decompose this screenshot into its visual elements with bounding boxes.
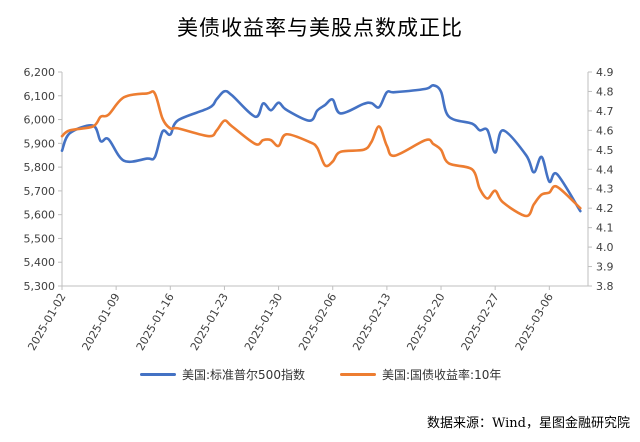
legend-item-sp500: 美国:标准普尔500指数 <box>140 366 305 383</box>
right-tick-label: 4.6 <box>596 124 614 137</box>
legend-label-sp500: 美国:标准普尔500指数 <box>182 368 305 382</box>
series-layer <box>60 83 582 218</box>
left-tick-label: 6,200 <box>24 66 56 79</box>
right-tick-label: 4.0 <box>596 241 614 254</box>
series-line-treasury-10y <box>60 90 582 218</box>
right-tick-label: 4.3 <box>596 183 614 196</box>
x-tick-label: 2025-02-20 <box>404 291 447 353</box>
right-tick-label: 3.8 <box>596 280 614 293</box>
left-tick-label: 5,700 <box>24 185 56 198</box>
left-tick-label: 5,900 <box>24 137 56 150</box>
left-tick-label: 5,500 <box>24 232 56 245</box>
legend-swatch-sp500 <box>140 373 176 376</box>
legend-swatch-treasury-10y <box>340 373 376 376</box>
x-tick-label: 2025-02-06 <box>296 291 339 353</box>
left-tick-label: 6,000 <box>24 114 56 127</box>
x-tick-label: 2025-02-13 <box>350 291 393 353</box>
source-note: 数据来源：Wind，星图金融研究院 <box>427 416 630 431</box>
right-tick-label: 4.1 <box>596 222 614 235</box>
x-tick-label: 2025-02-27 <box>459 291 502 353</box>
right-axis-ticks: 3.8 3.9 4.0 4.1 4.2 4.3 4.4 4.5 4.6 4.7 4.8 4.9 <box>588 66 614 293</box>
chart-title: 美债收益率与美股点数成正比 <box>177 16 463 40</box>
left-tick-label: 5,300 <box>24 280 56 293</box>
axes-layer <box>61 72 589 287</box>
right-tick-label: 4.9 <box>596 66 614 79</box>
right-tick-label: 4.5 <box>596 144 614 157</box>
left-axis-ticks: 5,300 5,400 5,500 5,600 5,700 5,800 5,900 6,000… <box>24 66 62 293</box>
right-tick-label: 4.7 <box>596 105 614 118</box>
right-tick-label: 4.4 <box>596 163 614 176</box>
left-tick-label: 5,800 <box>24 161 56 174</box>
right-tick-label: 3.9 <box>596 261 614 274</box>
left-tick-label: 6,100 <box>24 90 56 103</box>
legend-item-treasury-10y: 美国:国债收益率:10年 <box>340 366 501 383</box>
x-tick-label: 2025-01-23 <box>188 291 231 353</box>
x-tick-label: 2025-01-30 <box>242 291 285 353</box>
x-tick-label: 2025-01-16 <box>134 291 177 353</box>
x-tick-label: 2025-01-02 <box>25 291 68 353</box>
x-tick-label: 2025-03-06 <box>513 291 556 353</box>
series-line-sp500 <box>60 83 582 213</box>
x-tick-label: 2025-01-09 <box>80 291 123 353</box>
right-tick-label: 4.8 <box>596 85 614 98</box>
right-tick-label: 4.2 <box>596 202 614 215</box>
left-tick-label: 5,400 <box>24 256 56 269</box>
left-tick-label: 5,600 <box>24 209 56 222</box>
legend-label-treasury-10y: 美国:国债收益率:10年 <box>382 368 502 382</box>
x-axis-ticks: 2025-01-02 2025-01-09 2025-01-16 2025-01-23… <box>25 286 556 353</box>
